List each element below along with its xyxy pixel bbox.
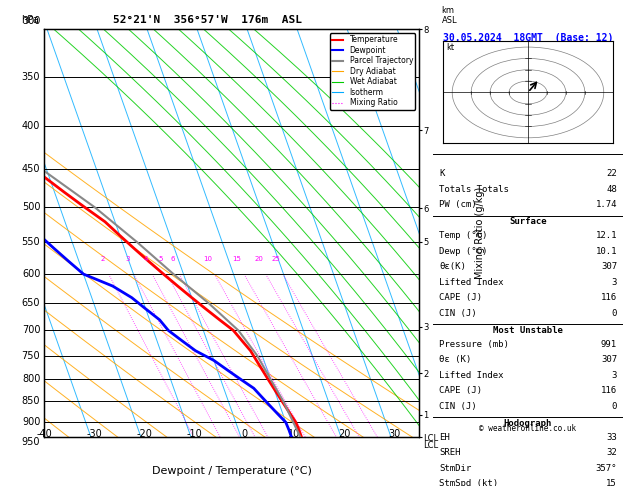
Text: Totals Totals: Totals Totals <box>439 185 509 194</box>
Text: 950: 950 <box>22 437 40 447</box>
Text: 30.05.2024  18GMT  (Base: 12): 30.05.2024 18GMT (Base: 12) <box>443 33 613 43</box>
Text: 12.1: 12.1 <box>596 231 617 240</box>
Text: StmSpd (kt): StmSpd (kt) <box>439 480 498 486</box>
Text: -10: -10 <box>186 429 202 439</box>
Text: 2: 2 <box>100 256 104 261</box>
Text: -40: -40 <box>36 429 52 439</box>
Text: 52°21'N  356°57'W  176m  ASL: 52°21'N 356°57'W 176m ASL <box>113 15 302 25</box>
Text: 25: 25 <box>271 256 280 261</box>
Text: 800: 800 <box>22 374 40 384</box>
Text: 116: 116 <box>601 386 617 396</box>
Text: 0: 0 <box>241 429 247 439</box>
Text: 3: 3 <box>125 256 130 261</box>
Text: SREH: SREH <box>439 449 460 457</box>
Text: Dewpoint / Temperature (°C): Dewpoint / Temperature (°C) <box>152 466 311 476</box>
Text: Mixing Ratio (g/kg): Mixing Ratio (g/kg) <box>476 187 486 279</box>
Text: 991: 991 <box>601 340 617 349</box>
Text: hPa: hPa <box>21 15 40 25</box>
Text: 450: 450 <box>22 164 40 174</box>
Text: 0: 0 <box>611 309 617 318</box>
Legend: Temperature, Dewpoint, Parcel Trajectory, Dry Adiabat, Wet Adiabat, Isotherm, Mi: Temperature, Dewpoint, Parcel Trajectory… <box>330 33 415 110</box>
Text: 0: 0 <box>611 402 617 411</box>
Text: 1.74: 1.74 <box>596 200 617 209</box>
Text: CAPE (J): CAPE (J) <box>439 293 482 302</box>
Text: 900: 900 <box>22 417 40 427</box>
Text: LCL: LCL <box>423 441 438 451</box>
Text: CIN (J): CIN (J) <box>439 402 477 411</box>
Text: 550: 550 <box>21 237 40 247</box>
Text: 10: 10 <box>203 256 212 261</box>
Text: Hodograph: Hodograph <box>504 418 552 428</box>
Text: K: K <box>439 169 444 178</box>
Text: 33: 33 <box>606 433 617 442</box>
Text: 30: 30 <box>388 429 400 439</box>
Text: EH: EH <box>439 433 450 442</box>
Text: 3: 3 <box>611 371 617 380</box>
Text: -20: -20 <box>136 429 152 439</box>
Text: 357°: 357° <box>596 464 617 473</box>
Text: θε(K): θε(K) <box>439 262 466 271</box>
Text: 4: 4 <box>143 256 148 261</box>
Text: 600: 600 <box>22 269 40 279</box>
Text: 300: 300 <box>22 16 40 26</box>
Text: 850: 850 <box>22 397 40 406</box>
Text: 400: 400 <box>22 121 40 131</box>
Text: 6: 6 <box>170 256 175 261</box>
Text: 48: 48 <box>606 185 617 194</box>
Text: Temp (°C): Temp (°C) <box>439 231 487 240</box>
Text: -30: -30 <box>86 429 102 439</box>
Text: 22: 22 <box>606 169 617 178</box>
Text: 307: 307 <box>601 262 617 271</box>
Text: 3: 3 <box>611 278 617 287</box>
Text: 500: 500 <box>22 202 40 212</box>
Text: 650: 650 <box>22 298 40 308</box>
Text: 10: 10 <box>288 429 300 439</box>
Text: 116: 116 <box>601 293 617 302</box>
Text: 20: 20 <box>254 256 263 261</box>
Text: Most Unstable: Most Unstable <box>493 326 563 334</box>
Text: StmDir: StmDir <box>439 464 471 473</box>
Text: 700: 700 <box>22 326 40 335</box>
Text: 750: 750 <box>21 351 40 361</box>
Text: 307: 307 <box>601 355 617 364</box>
Text: CAPE (J): CAPE (J) <box>439 386 482 396</box>
Text: 350: 350 <box>22 72 40 82</box>
Text: CIN (J): CIN (J) <box>439 309 477 318</box>
Text: Lifted Index: Lifted Index <box>439 371 503 380</box>
Text: km
ASL: km ASL <box>442 6 457 25</box>
Text: 32: 32 <box>606 449 617 457</box>
Text: Surface: Surface <box>509 217 547 226</box>
Text: θε (K): θε (K) <box>439 355 471 364</box>
Text: Lifted Index: Lifted Index <box>439 278 503 287</box>
Text: 10.1: 10.1 <box>596 247 617 256</box>
Text: 15: 15 <box>233 256 242 261</box>
Text: © weatheronline.co.uk: © weatheronline.co.uk <box>479 424 577 434</box>
Text: 20: 20 <box>338 429 350 439</box>
Text: 15: 15 <box>606 480 617 486</box>
Text: Pressure (mb): Pressure (mb) <box>439 340 509 349</box>
Text: PW (cm): PW (cm) <box>439 200 477 209</box>
Text: Dewp (°C): Dewp (°C) <box>439 247 487 256</box>
Text: 5: 5 <box>158 256 162 261</box>
